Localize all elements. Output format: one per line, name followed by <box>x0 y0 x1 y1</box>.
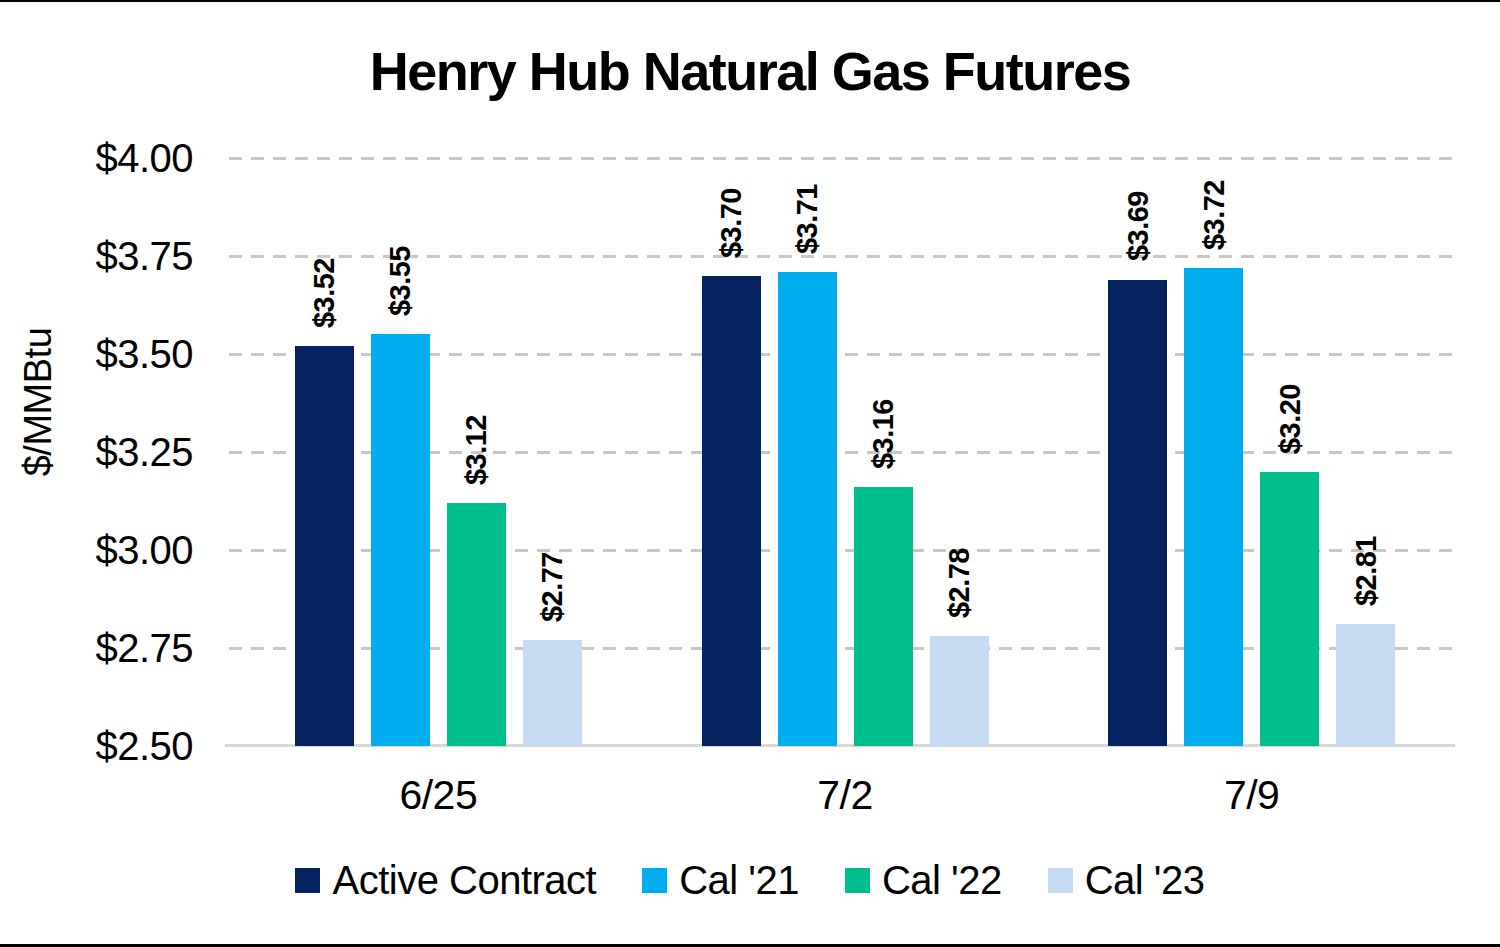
bar-group-6-25: $3.52 $3.55 $3.12 $2.77 <box>295 334 582 746</box>
legend-item: Cal '22 <box>845 858 1002 903</box>
bar: $3.69 <box>1108 280 1167 746</box>
legend-label: Cal '23 <box>1085 858 1205 903</box>
bar-value-label: $3.71 <box>791 184 824 254</box>
x-axis-label-6-25: 6/25 <box>288 772 588 819</box>
gridline <box>229 157 1455 160</box>
bar: $3.16 <box>854 487 913 746</box>
bar: $3.55 <box>371 334 430 746</box>
legend-item: Cal '23 <box>1048 858 1205 903</box>
bar-value-label: $2.81 <box>1349 536 1382 606</box>
bar-value-label: $3.52 <box>308 258 341 328</box>
y-axis-tick-label: $4.00 <box>23 134 193 182</box>
bar: $3.12 <box>447 503 506 746</box>
chart-title: Henry Hub Natural Gas Futures <box>0 40 1500 102</box>
y-axis-tick-label: $3.00 <box>23 526 193 574</box>
bar-value-label: $3.55 <box>384 246 417 316</box>
legend-item: Active Contract <box>295 858 596 903</box>
bar: $2.81 <box>1336 624 1395 746</box>
bar-value-label: $3.72 <box>1197 180 1230 250</box>
y-axis-tick-label: $2.50 <box>23 722 193 770</box>
x-axis-label-7-9: 7/9 <box>1102 772 1402 819</box>
bar: $3.52 <box>295 346 354 746</box>
x-axis-label-7-2: 7/2 <box>695 772 995 819</box>
legend-label: Cal '21 <box>679 858 799 903</box>
bar: $2.77 <box>523 640 582 746</box>
y-axis-tick-label: $3.75 <box>23 232 193 280</box>
legend-label: Active Contract <box>332 858 596 903</box>
plot-area: $3.52 $3.55 $3.12 $2.77 $3.70 $3.71 $3.16 $2.78… <box>235 158 1455 746</box>
bar: $3.72 <box>1184 268 1243 746</box>
legend-label: Cal '22 <box>882 858 1002 903</box>
bar-group-7-9: $3.69 $3.72 $3.20 $2.81 <box>1108 268 1395 746</box>
bar-value-label: $3.69 <box>1121 191 1154 261</box>
y-axis-tick-label: $3.50 <box>23 330 193 378</box>
legend-swatch-icon <box>845 868 870 893</box>
legend-item: Cal '21 <box>642 858 799 903</box>
legend-swatch-icon <box>295 868 320 893</box>
bar-value-label: $2.77 <box>536 552 569 622</box>
legend: Active Contract Cal '21 Cal '22 Cal '23 <box>0 858 1500 903</box>
legend-swatch-icon <box>1048 868 1073 893</box>
bar-value-label: $3.16 <box>867 399 900 469</box>
bar: $3.71 <box>778 272 837 746</box>
y-axis-tick-label: $3.25 <box>23 428 193 476</box>
bar-value-label: $3.70 <box>715 188 748 258</box>
bar: $3.20 <box>1260 472 1319 746</box>
bar-value-label: $3.20 <box>1273 384 1306 454</box>
bar-group-7-2: $3.70 $3.71 $3.16 $2.78 <box>702 272 989 746</box>
chart-page: Henry Hub Natural Gas Futures $/MMBtu $3… <box>0 0 1500 947</box>
y-axis-tick-label: $2.75 <box>23 624 193 672</box>
legend-swatch-icon <box>642 868 667 893</box>
bar: $3.70 <box>702 276 761 746</box>
bar: $2.78 <box>930 636 989 746</box>
bar-value-label: $2.78 <box>943 548 976 618</box>
bar-value-label: $3.12 <box>460 415 493 485</box>
